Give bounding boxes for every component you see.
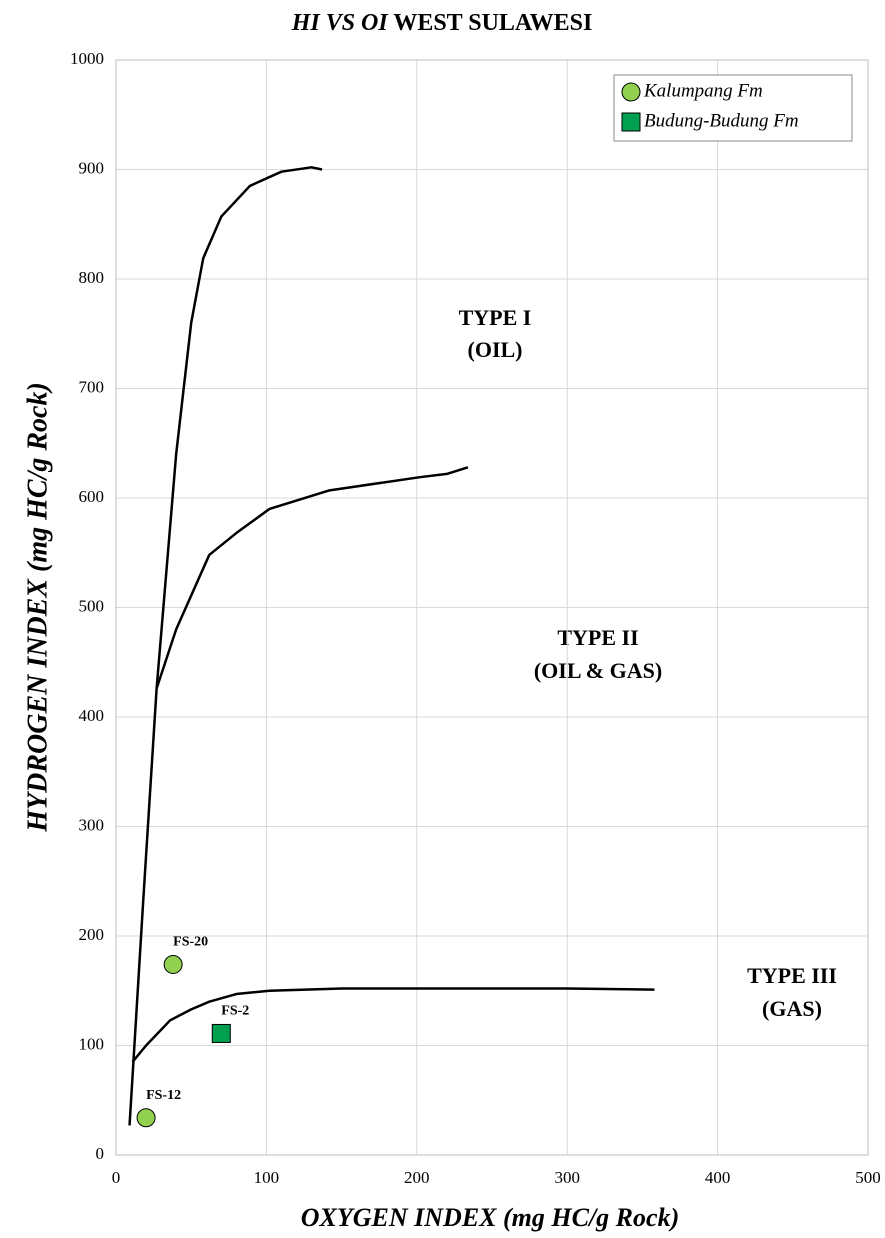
boundary-curve	[131, 987, 655, 1063]
x-tick-label: 500	[855, 1168, 881, 1187]
y-tick-label: 900	[79, 158, 105, 177]
title-text: WEST SULAWESI	[393, 10, 592, 36]
y-tick-label: 200	[79, 925, 105, 944]
boundary-curve	[155, 466, 469, 689]
annotation: (OIL & GAS)	[534, 658, 662, 683]
marker-circle	[163, 954, 183, 974]
y-tick-label: 500	[79, 596, 105, 615]
annotation: TYPE II	[557, 625, 638, 650]
y-tick-label: 1000	[70, 49, 104, 68]
boundary-curve	[128, 166, 323, 1126]
annotation: (GAS)	[762, 996, 822, 1021]
x-tick-label: 400	[705, 1168, 731, 1187]
y-axis-label: HYDROGEN INDEX (mg HC/g Rock)	[22, 382, 53, 833]
point-label: FS-12	[146, 1088, 181, 1103]
chart-title: HI VS OI WEST SULAWESI	[291, 10, 593, 36]
annotation: TYPE III	[747, 963, 837, 988]
annotation: (OIL)	[468, 337, 523, 362]
legend-label: Kalumpang Fm	[643, 80, 763, 101]
plot-frame	[115, 59, 869, 1156]
x-tick-label: 300	[554, 1168, 580, 1187]
legend: Kalumpang Fm Budung-Budung Fm	[613, 74, 853, 142]
y-tick-label: 600	[79, 487, 105, 506]
point-label: FS-20	[173, 935, 208, 950]
marker-square	[621, 112, 641, 132]
legend-box	[613, 74, 853, 142]
x-tick-label: 0	[112, 1168, 121, 1187]
legend-label: Budung-Budung Fm	[644, 110, 799, 131]
y-tick-label: 0	[96, 1144, 105, 1163]
y-tick-label: 100	[79, 1034, 105, 1053]
annotation: TYPE I	[459, 305, 532, 330]
x-tick-label: 100	[254, 1168, 280, 1187]
y-tick-label: 700	[79, 377, 105, 396]
marker-circle	[621, 82, 641, 102]
x-tick-label: 200	[404, 1168, 430, 1187]
x-axis-label: OXYGEN INDEX (mg HC/g Rock)	[301, 1203, 679, 1232]
marker-square	[211, 1023, 231, 1043]
y-tick-label: 300	[79, 815, 105, 834]
point-label: FS-2	[221, 1004, 249, 1019]
y-tick-label: 400	[79, 706, 105, 725]
y-tick-label: 800	[79, 268, 105, 287]
title-italic: HI VS OI	[291, 10, 390, 36]
marker-circle	[136, 1108, 156, 1128]
